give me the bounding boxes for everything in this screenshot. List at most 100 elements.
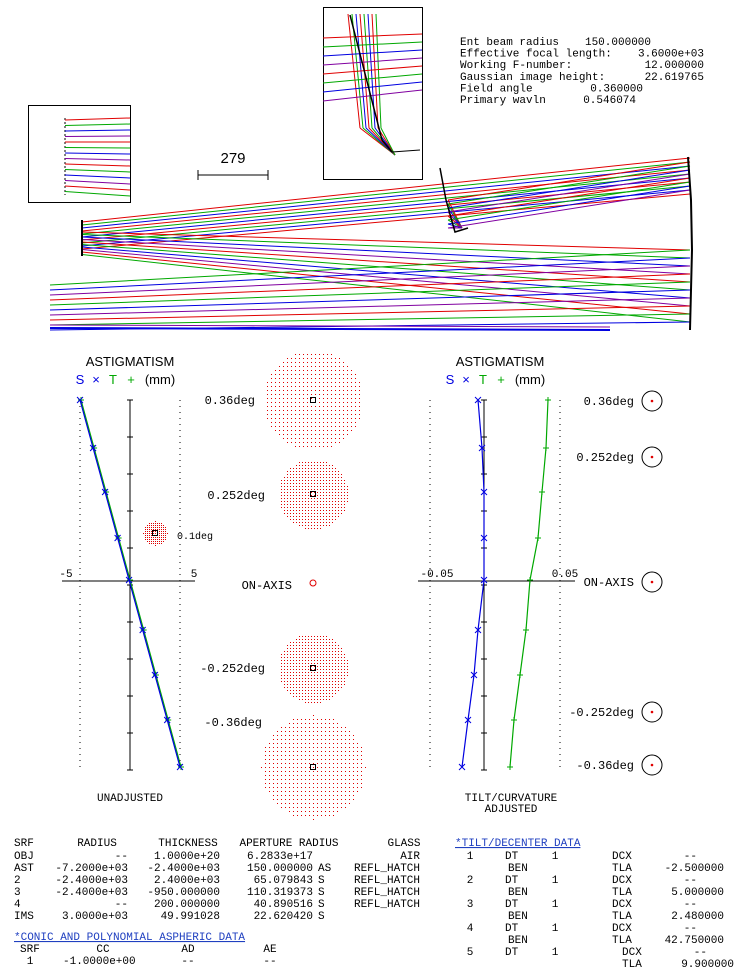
spot-dot [335,666,336,667]
spot-dot [345,731,346,732]
spot-dot [331,362,332,363]
spot-dot [281,799,282,800]
spot-dot [147,537,148,538]
spot-dot [314,663,315,664]
spot-dot [279,430,280,431]
spot-dot [314,687,315,688]
spot-dot [355,402,356,403]
spot-dot [283,430,284,431]
spot-dot [329,489,330,490]
spot-dot [287,406,288,407]
spot-dot [349,771,350,772]
tilt-cell: 1 [552,899,559,911]
table-cell: S [318,887,325,899]
spot-dot [311,522,312,523]
spot-dot [163,531,164,532]
spot-dot [296,672,297,673]
spot-dot [333,807,334,808]
info-label: Field angle [460,83,533,95]
spot-dot [338,648,339,649]
spot-dot [343,370,344,371]
spot-dot [302,468,303,469]
spot-dot [339,374,340,375]
spot-dot [323,426,324,427]
info-label: Working F-number: [460,60,572,72]
spot-dot [323,522,324,523]
spot-dot [313,795,314,796]
spot-dot [314,678,315,679]
spot-dot [297,771,298,772]
spot-dot [145,539,146,540]
spot-dot [302,669,303,670]
spot-dot [287,660,288,661]
spot-dot [337,739,338,740]
spot-dot [305,702,306,703]
spot-dot [155,537,156,538]
spot-dot [332,696,333,697]
spot-dot [291,398,292,399]
spot-dot [302,516,303,517]
spot-dot [273,759,274,760]
spot-dot [332,480,333,481]
curve-marker [517,672,523,678]
spot-dot [326,510,327,511]
spot-dot [284,483,285,484]
spot-dot [317,471,318,472]
spot-dot [309,735,310,736]
spot-dot [326,687,327,688]
spot-dot [332,684,333,685]
spot-dot [317,507,318,508]
spot-dot [311,442,312,443]
spot-dot [302,474,303,475]
spot-dot [311,486,312,487]
curve-marker [176,763,184,771]
spot-dot [296,513,297,514]
spot-dot [153,529,154,530]
spot-dot [335,468,336,469]
spot-dot [307,382,308,383]
spot-dot [320,504,321,505]
spot-dot [299,390,300,391]
spot-dot [344,669,345,670]
spot-dot [323,358,324,359]
spot-dot [277,731,278,732]
spot-dot [299,648,300,649]
spot-dot [299,687,300,688]
spot-dot [317,763,318,764]
spot-dot [297,759,298,760]
spot-label: 0.1deg [177,531,213,543]
spot-dot [293,486,294,487]
spot-dot [277,795,278,796]
spot-dot [290,684,291,685]
spot-dot [303,410,304,411]
spot-dot [302,645,303,646]
spot-dot [161,529,162,530]
tilt-cell: 5 [467,947,474,959]
spot-dot [277,791,278,792]
spot-dot [159,531,160,532]
spot-dot [305,504,306,505]
spot-dot [344,666,345,667]
spot-dot [295,422,296,423]
spot-dot [305,803,306,804]
spot-dot [265,779,266,780]
spot-dot [309,723,310,724]
spot-dot [165,529,166,530]
spot-dot [315,422,316,423]
spot-dot [332,648,333,649]
spot-dot [287,426,288,427]
spot-dot [311,510,312,511]
table-cell: REFL_HATCH [354,875,420,887]
spot-dot [269,791,270,792]
spot-dot [325,787,326,788]
spot-dot [295,386,296,387]
spot-dot [305,727,306,728]
spot-dot [320,687,321,688]
spot-dot [165,535,166,536]
spot-dot [305,666,306,667]
spot-dot [309,763,310,764]
spot-dot [323,480,324,481]
spot-dot [314,474,315,475]
spot-dot [267,418,268,419]
spot-dot [323,422,324,423]
